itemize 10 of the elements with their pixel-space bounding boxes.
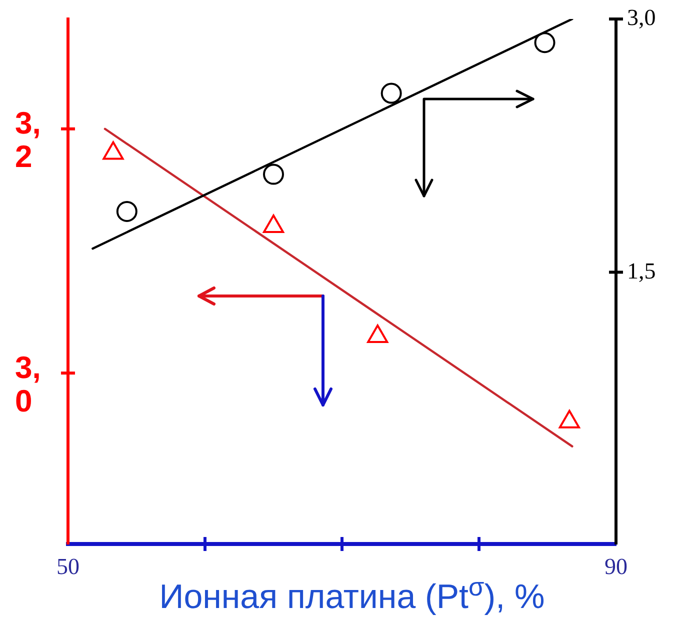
x-tick-label: 50 [56,554,80,579]
y2-tick-label: 1,5 [627,258,656,284]
x-tick-label: 90 [604,554,628,579]
x-axis-title: Ионная платина (Pt$^{σ}$), % [158,574,546,617]
point [380,82,402,104]
y-tick-label: 3,2 [15,106,41,174]
point [263,164,284,185]
point [534,32,556,54]
point [116,200,138,222]
y2-tick-label: 3,0 [627,5,656,30]
